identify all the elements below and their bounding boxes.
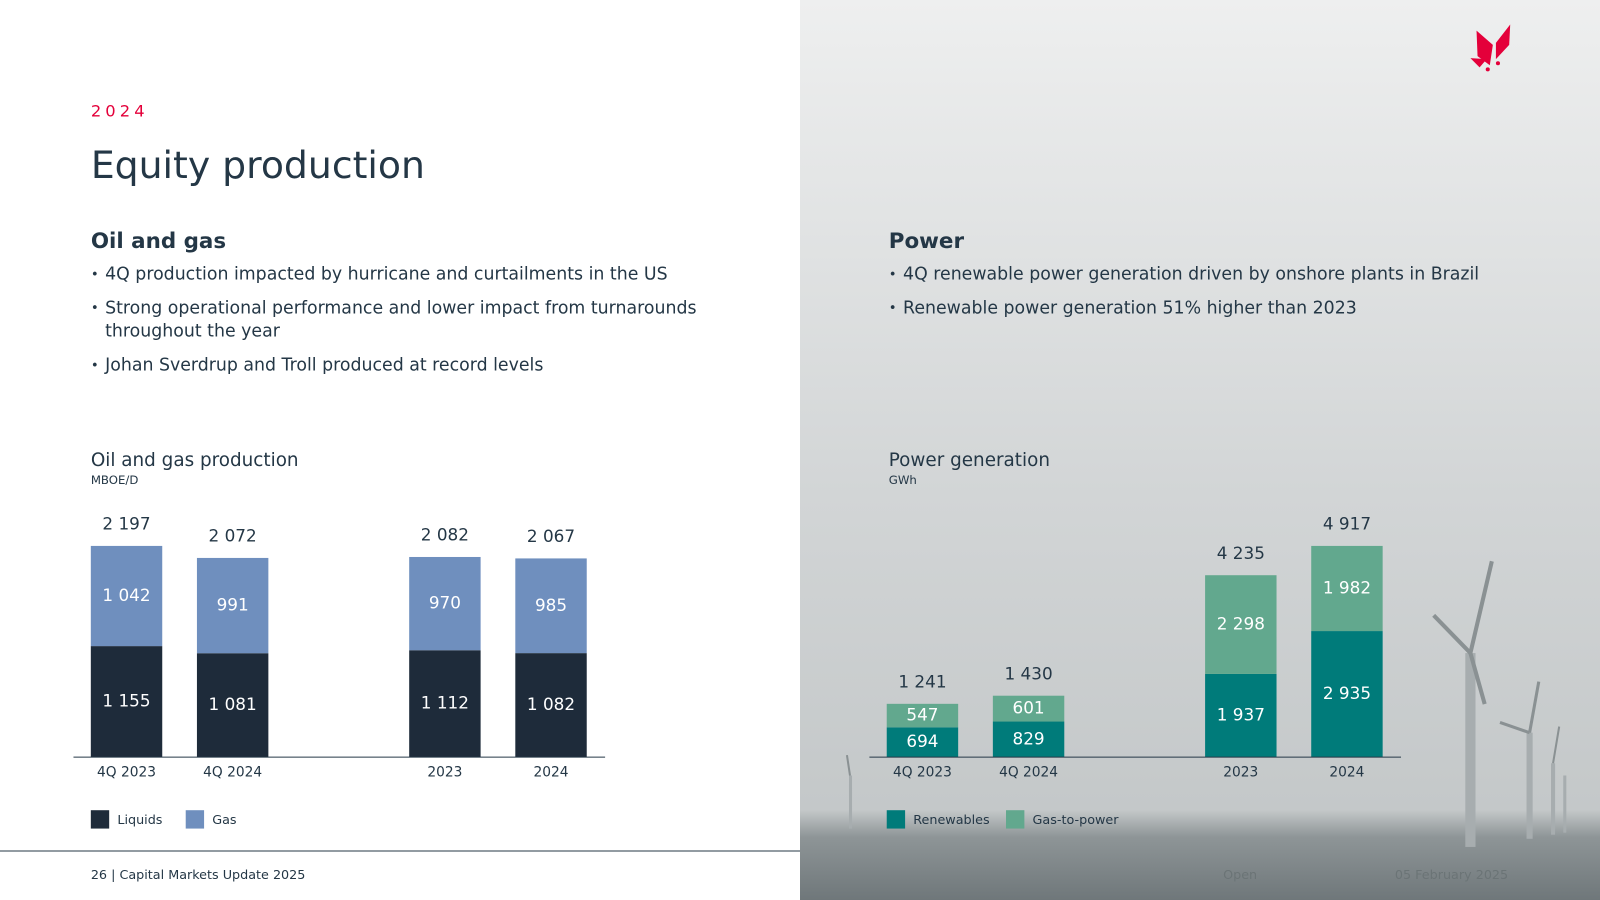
bar-segment [1205, 673, 1277, 758]
segment-label: 1 042 [102, 585, 150, 605]
classification: Open [1223, 868, 1257, 883]
bar-segment [992, 695, 1065, 722]
segment-label: 1 982 [1323, 577, 1371, 597]
bullet-list: 4Q renewable power generation driven by … [889, 263, 1542, 320]
segment-label: 829 [1013, 728, 1045, 748]
segment-label: 694 [906, 731, 938, 751]
bar-segment [90, 545, 163, 647]
chart-subtitle: MBOE/D [91, 473, 139, 487]
slide-title: Equity production [91, 143, 425, 187]
chart-title: Power generation [889, 450, 1050, 471]
bar-segment [1311, 545, 1383, 632]
total-label: 2 082 [421, 525, 469, 545]
total-label: 4 917 [1323, 513, 1371, 533]
chart-title: Oil and gas production [91, 450, 299, 471]
x-tick-label: 2023 [427, 764, 462, 780]
legend-label: Liquids [117, 813, 162, 828]
bar-segment [515, 653, 587, 758]
footer-text: 26 | Capital Markets Update 2025 [91, 868, 306, 883]
segment-label: 985 [535, 595, 567, 615]
bullet: 4Q production impacted by hurricane and … [91, 263, 744, 286]
segment-label: 547 [906, 705, 938, 725]
total-label: 2 197 [102, 513, 150, 533]
segment-label: 1 082 [527, 694, 575, 714]
x-tick-label: 4Q 2024 [999, 764, 1058, 780]
bar-segment [1205, 575, 1277, 674]
total-label: 2 067 [527, 526, 575, 546]
year-label: 2024 [91, 102, 149, 121]
legend-label: Gas [212, 813, 237, 828]
bar-segment [886, 727, 959, 758]
bullet: Johan Sverdrup and Troll produced at rec… [91, 354, 744, 377]
total-label: 1 430 [1004, 663, 1052, 683]
section-heading: Power [889, 229, 965, 254]
segment-label: 991 [217, 595, 249, 615]
segment-label: 1 081 [209, 694, 257, 714]
segment-label: 2 298 [1217, 614, 1265, 634]
segment-label: 1 112 [421, 693, 469, 713]
date: 05 February 2025 [1395, 868, 1508, 883]
bar-segment [886, 703, 959, 728]
bullet-block: 4Q renewable power generation driven by … [889, 263, 1542, 320]
x-tick-label: 4Q 2023 [97, 764, 156, 780]
bar-segment [196, 557, 269, 654]
bar-segment [196, 653, 269, 758]
bar-segment [1311, 631, 1383, 758]
legend-swatch [90, 810, 110, 829]
segment-label: 970 [429, 593, 461, 613]
legend-swatch [185, 810, 205, 829]
bullet-list: 4Q production impacted by hurricane and … [91, 263, 744, 377]
section-bullets: 4Q renewable power generation driven by … [889, 263, 1542, 406]
segment-label: 1 155 [102, 691, 150, 711]
bar-segment [515, 558, 587, 654]
logo [1470, 24, 1511, 72]
legend-swatch [886, 810, 906, 829]
legend-label: Gas-to-power [1033, 813, 1120, 828]
bullet: Renewable power generation 51% higher th… [889, 297, 1542, 320]
bullet-block: 4Q production impacted by hurricane and … [91, 263, 744, 377]
x-tick-label: 2024 [1329, 764, 1364, 780]
bar-segment [409, 556, 481, 651]
wind-turbines [845, 560, 1567, 847]
legend-label: Renewables [913, 813, 990, 828]
segment-label: 2 935 [1323, 683, 1371, 703]
bullet: Strong operational performance and lower… [91, 297, 744, 344]
x-tick-label: 4Q 2023 [893, 764, 952, 780]
total-label: 1 241 [898, 671, 946, 691]
chart-subtitle: GWh [889, 473, 917, 487]
bar-segment [90, 646, 163, 758]
section-heading: Oil and gas [91, 229, 226, 254]
bullet: 4Q renewable power generation driven by … [889, 263, 1542, 286]
legend-swatch [1006, 810, 1025, 829]
x-tick-label: 2024 [533, 764, 568, 780]
segment-label: 601 [1013, 698, 1045, 718]
bar-segment [409, 650, 481, 758]
total-label: 2 072 [209, 526, 257, 546]
x-tick-label: 4Q 2024 [203, 764, 262, 780]
segment-label: 1 937 [1217, 705, 1265, 725]
total-label: 4 235 [1217, 543, 1265, 563]
x-tick-label: 2023 [1223, 764, 1258, 780]
bar-segment [992, 721, 1065, 758]
section-bullets: 4Q production impacted by hurricane and … [91, 263, 744, 406]
